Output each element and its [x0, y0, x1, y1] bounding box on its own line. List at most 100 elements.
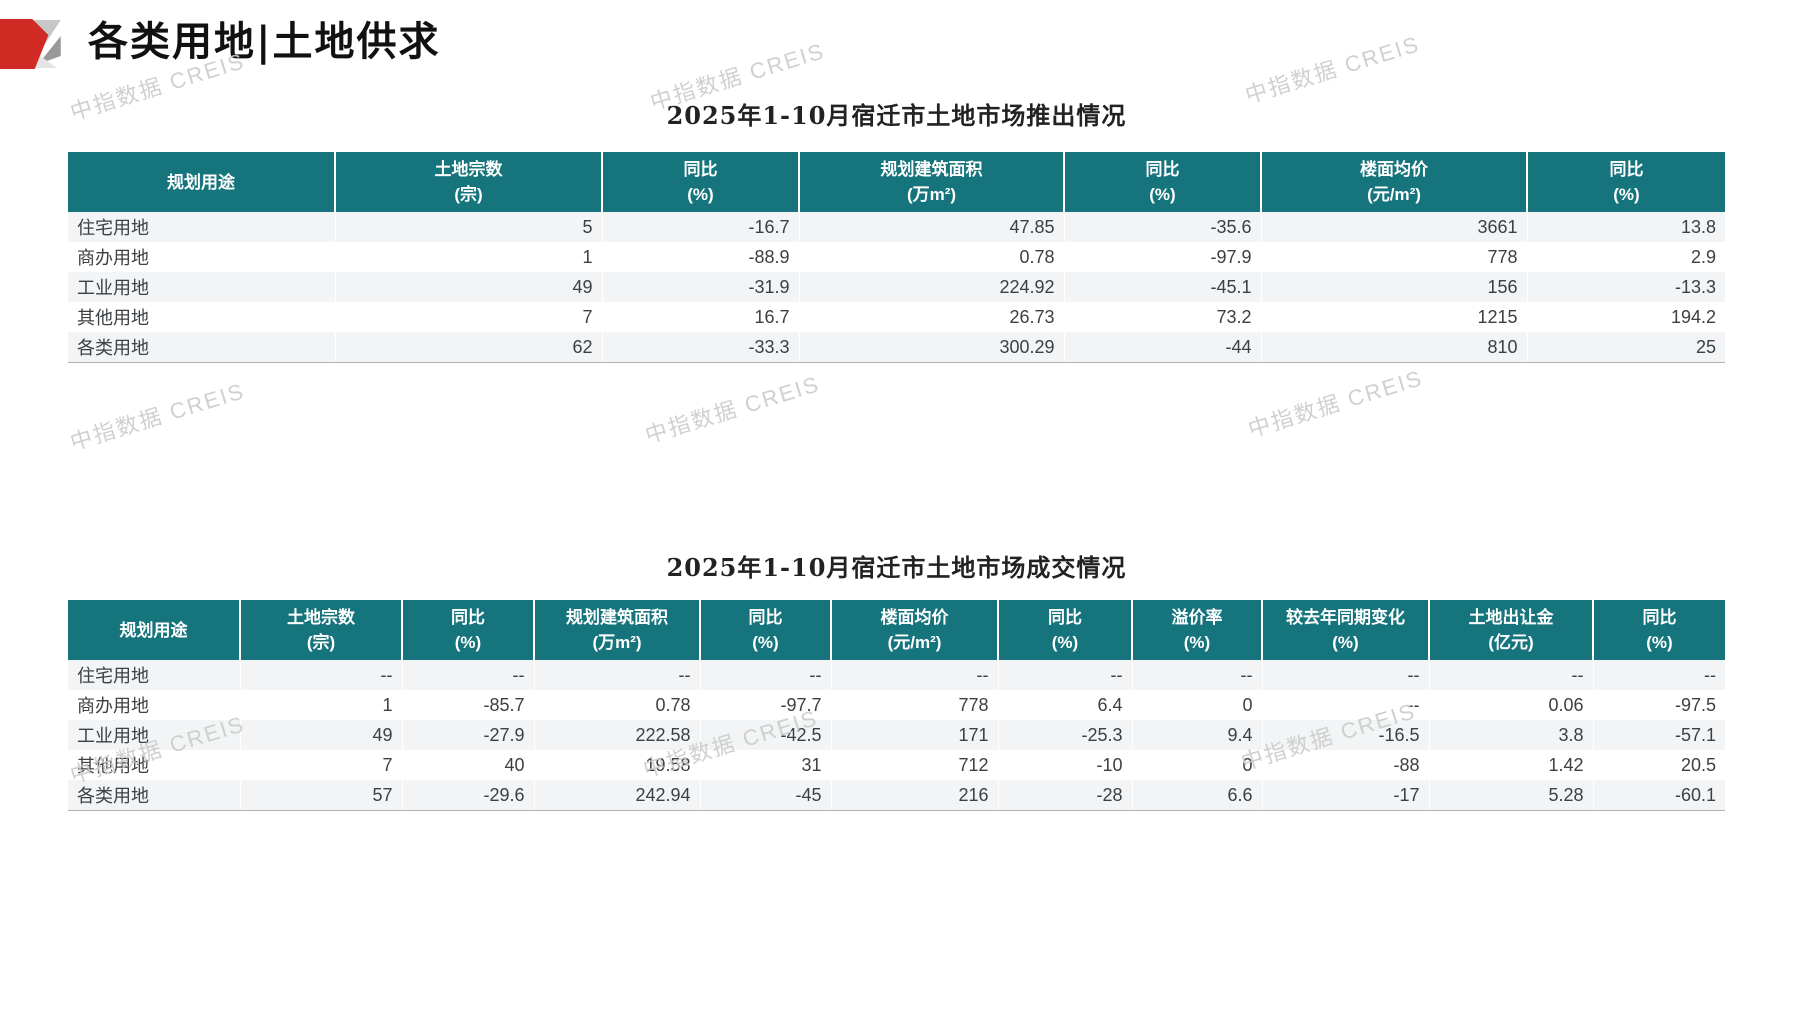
value-cell: --	[239, 660, 402, 690]
value-cell: -10	[997, 750, 1132, 780]
column-header: 规划用途	[68, 152, 335, 212]
value-cell: 1	[239, 690, 402, 720]
land-supply-table: 规划用途 土地宗数 (宗) 同比 (%) 规划建筑面积 (万m²) 同比 (%) 楼面均价 (元/m…	[68, 152, 1725, 363]
value-cell: 0.06	[1428, 690, 1593, 720]
value-cell: 300.29	[798, 332, 1064, 363]
table-row: 住宅用地 -- -- -- -- -- -- -- -- -- --	[68, 660, 1725, 690]
row-label-cell: 其他用地	[77, 308, 149, 328]
value-cell: 194.2	[1526, 302, 1725, 332]
value-cell: 16.7	[601, 302, 799, 332]
row-label-cell: 工业用地	[77, 278, 149, 298]
value-cell: -17	[1261, 780, 1429, 811]
row-label-cell: 工业用地	[77, 726, 149, 746]
table-row: 工业用地 49 -31.9 224.92 -45.1 156 -13.3	[68, 272, 1725, 302]
value-cell: 7	[334, 302, 602, 332]
value-cell: 0	[1131, 750, 1262, 780]
watermark: 中指数据 CREIS	[642, 371, 823, 449]
column-header: 土地宗数 (宗)	[239, 600, 402, 660]
value-cell: 31	[699, 750, 831, 780]
value-cell: 19.58	[533, 750, 700, 780]
table-row: 各类用地 57 -29.6 242.94 -45 216 -28 6.6 -17 5.28 -60.…	[68, 780, 1725, 811]
value-cell: -35.6	[1063, 212, 1261, 242]
column-header: 规划建筑面积 (万m²)	[798, 152, 1064, 212]
column-header: 溢价率 (%)	[1131, 600, 1262, 660]
table-row: 商办用地 1 -88.9 0.78 -97.9 778 2.9	[68, 242, 1725, 272]
value-cell: --	[1261, 660, 1429, 690]
value-cell: --	[1592, 660, 1725, 690]
value-cell: 778	[830, 690, 998, 720]
value-cell: 712	[830, 750, 998, 780]
value-cell: -97.7	[699, 690, 831, 720]
value-cell: --	[533, 660, 700, 690]
row-label-cell: 各类用地	[68, 332, 335, 363]
value-cell: 62	[334, 332, 602, 363]
value-cell: 6.4	[997, 690, 1132, 720]
value-cell: 13.8	[1526, 212, 1725, 242]
column-header: 规划建筑面积 (万m²)	[533, 600, 700, 660]
value-cell: 224.92	[798, 272, 1064, 302]
table-row: 商办用地 1 -85.7 0.78 -97.7 778 6.4 0 -- 0.06 -97.5	[68, 690, 1725, 720]
value-cell: 1215	[1260, 302, 1527, 332]
column-header: 同比 (%)	[601, 152, 799, 212]
value-cell: -57.1	[1592, 720, 1725, 750]
value-cell: -88.9	[601, 242, 799, 272]
watermark: 中指数据 CREIS	[1245, 365, 1426, 443]
column-header: 较去年同期变化 (%)	[1261, 600, 1429, 660]
value-cell: --	[1131, 660, 1262, 690]
value-cell: 20.5	[1592, 750, 1725, 780]
supply-table-title: 2025年1-10月宿迁市土地市场推出情况	[666, 101, 1127, 130]
value-cell: 0.78	[533, 690, 700, 720]
value-cell: -97.5	[1592, 690, 1725, 720]
table-row: 住宅用地 5 -16.7 47.85 -35.6 3661 13.8	[68, 212, 1725, 242]
land-transaction-table: 规划用途 土地宗数 (宗) 同比 (%) 规划建筑面积 (万m²) 同比 (%) 楼面均价 (元/m…	[68, 600, 1725, 811]
value-cell: --	[401, 660, 534, 690]
value-cell: -44	[1063, 332, 1261, 363]
value-cell: -27.9	[401, 720, 534, 750]
value-cell: -42.5	[699, 720, 831, 750]
value-cell: 810	[1260, 332, 1527, 363]
value-cell: -45.1	[1063, 272, 1261, 302]
watermark: 中指数据 CREIS	[67, 378, 248, 456]
column-header: 同比 (%)	[1063, 152, 1261, 212]
column-header: 土地出让金 (亿元)	[1428, 600, 1593, 660]
row-label-cell: 住宅用地	[77, 218, 149, 238]
value-cell: 156	[1260, 272, 1527, 302]
column-header: 同比 (%)	[401, 600, 534, 660]
value-cell: -16.5	[1261, 720, 1429, 750]
value-cell: 778	[1260, 242, 1527, 272]
value-cell: 9.4	[1131, 720, 1262, 750]
value-cell: -25.3	[997, 720, 1132, 750]
value-cell: -33.3	[601, 332, 799, 363]
value-cell: -45	[699, 780, 831, 811]
transaction-table-title: 2025年1-10月宿迁市土地市场成交情况	[666, 553, 1127, 582]
value-cell: -28	[997, 780, 1132, 811]
value-cell: 216	[830, 780, 998, 811]
table-row: 其他用地 7 40 19.58 31 712 -10 0 -88 1.42 20.5	[68, 750, 1725, 780]
column-header: 楼面均价 (元/m²)	[830, 600, 998, 660]
transaction-table-header-row: 规划用途 土地宗数 (宗) 同比 (%) 规划建筑面积 (万m²) 同比 (%) 楼面均价 (元/m…	[68, 600, 1725, 660]
column-header: 同比 (%)	[1592, 600, 1725, 660]
value-cell: 2.9	[1526, 242, 1725, 272]
creis-logo	[0, 19, 62, 69]
value-cell: -97.9	[1063, 242, 1261, 272]
value-cell: 40	[401, 750, 534, 780]
table-row: 工业用地 49 -27.9 222.58 -42.5 171 -25.3 9.4 -16.5 3.…	[68, 720, 1725, 750]
value-cell: 3661	[1260, 212, 1527, 242]
column-header: 楼面均价 (元/m²)	[1260, 152, 1527, 212]
value-cell: 5	[334, 212, 602, 242]
value-cell: 1.42	[1428, 750, 1593, 780]
value-cell: --	[699, 660, 831, 690]
value-cell: 57	[239, 780, 402, 811]
value-cell: 3.8	[1428, 720, 1593, 750]
value-cell: 242.94	[533, 780, 700, 811]
value-cell: 222.58	[533, 720, 700, 750]
value-cell: 73.2	[1063, 302, 1261, 332]
value-cell: 1	[334, 242, 602, 272]
value-cell: 5.28	[1428, 780, 1593, 811]
value-cell: 49	[334, 272, 602, 302]
row-label-cell: 商办用地	[77, 696, 149, 716]
row-label-cell: 各类用地	[68, 780, 240, 811]
column-header: 同比 (%)	[699, 600, 831, 660]
value-cell: -88	[1261, 750, 1429, 780]
